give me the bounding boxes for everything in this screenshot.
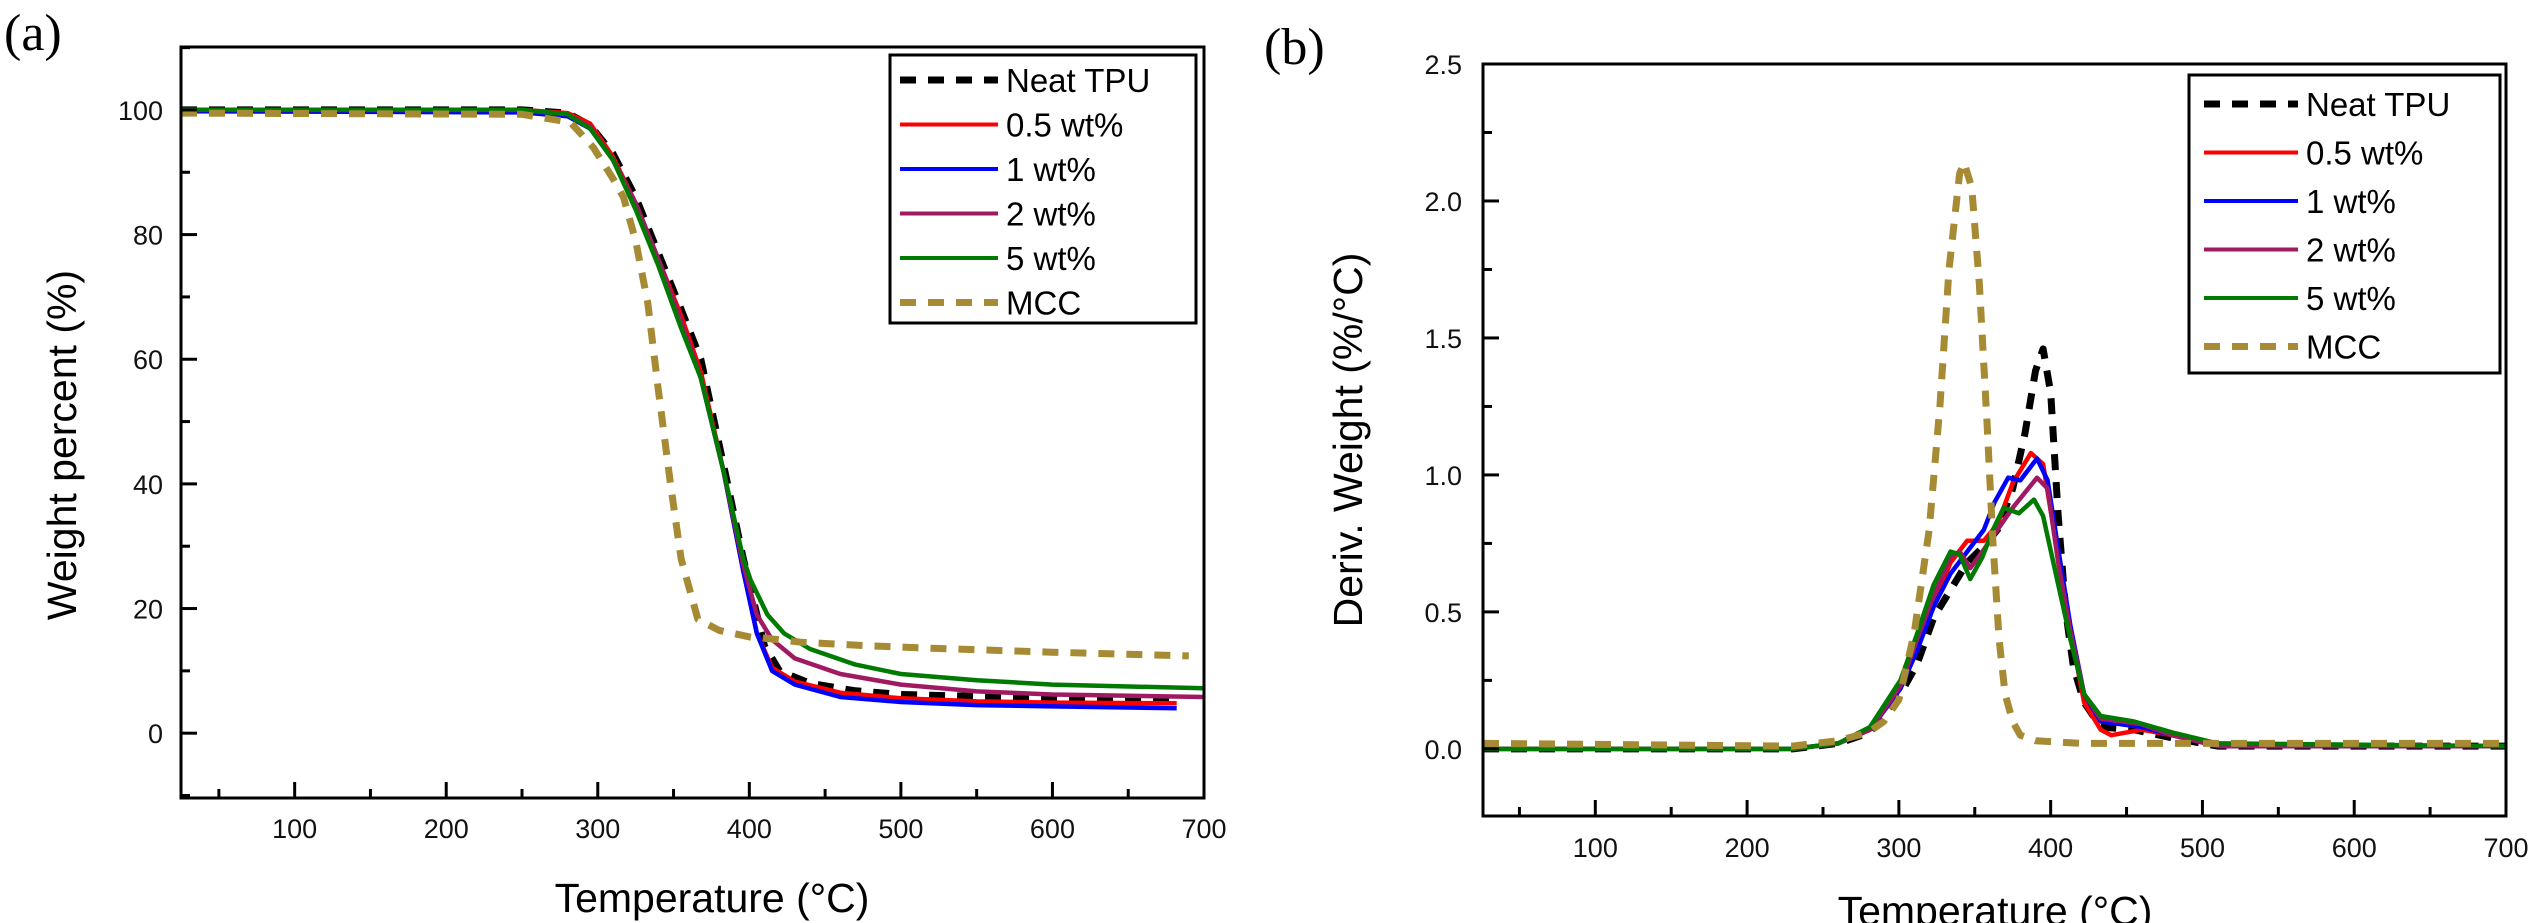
legend-item: 5 wt% (900, 240, 1096, 277)
legend-label: 2 wt% (1006, 196, 1096, 233)
x-tick-label: 300 (1876, 833, 1921, 863)
series-line-5-wt- (1483, 497, 2506, 752)
x-tick-label: 400 (727, 814, 772, 844)
x-tick-label: 200 (424, 814, 469, 844)
legend-item: MCC (2204, 329, 2381, 366)
series-line-mcc (1483, 159, 2506, 750)
panel-a-label: (a) (4, 5, 62, 62)
x-tick-label: 500 (2180, 833, 2225, 863)
y-tick-label: 100 (118, 96, 163, 126)
panel-a-series (181, 106, 1204, 711)
legend-item: 2 wt% (900, 196, 1096, 233)
series-line-5-wt- (181, 107, 1204, 691)
panel-b-dtg-chart: (b) 100 200 300 400 500 600 700 0.0 0.5 1.0 1.5 2.0… (1264, 19, 2529, 923)
legend-item: 0.5 wt% (900, 107, 1123, 144)
legend-label: MCC (2306, 329, 2381, 366)
legend-item: 5 wt% (2204, 280, 2396, 317)
series-line-1-wt- (1483, 456, 2506, 752)
y-tick-label: 0 (148, 719, 163, 749)
legend-label: 5 wt% (1006, 240, 1096, 277)
panel-b-ticks: 100 200 300 400 500 600 700 0.0 0.5 1.0 1.5 2.0 2.5 (1424, 50, 2528, 863)
legend-item: MCC (900, 285, 1081, 322)
panel-a-x-axis-label: Temperature (°C) (555, 875, 870, 921)
y-tick-label: 80 (133, 221, 163, 251)
legend-item: 1 wt% (2204, 183, 2396, 220)
x-tick-label: 100 (1573, 833, 1618, 863)
panel-b-legend-box (2187, 73, 2502, 375)
panel-a-ticks: 100 200 300 400 500 600 700 0 20 40 60 80 100 (118, 46, 1227, 844)
x-tick-label: 300 (575, 814, 620, 844)
y-tick-label: 0.0 (1424, 735, 1462, 765)
legend-item: Neat TPU (900, 62, 1150, 99)
x-tick-label: 600 (2332, 833, 2377, 863)
panel-a-tga-chart: (a) 100 200 300 400 500 600 700 0 20 40 60 80 100 Te… (4, 5, 1227, 921)
series-line-2-wt- (1483, 475, 2506, 752)
x-tick-label: 700 (1181, 814, 1226, 844)
series-line-mcc (181, 109, 1189, 660)
x-tick-label: 200 (1725, 833, 1770, 863)
panel-b-series (1483, 159, 2506, 753)
legend-label: 5 wt% (2306, 280, 2396, 317)
legend-item: 2 wt% (2204, 232, 2396, 269)
panel-a-legend-box (888, 53, 1198, 325)
y-tick-label: 1.0 (1424, 461, 1462, 491)
panel-b-y-axis-label: Deriv. Weight (%/°C) (1325, 253, 1371, 628)
legend-label: 1 wt% (2306, 183, 2396, 220)
x-tick-label: 700 (2483, 833, 2528, 863)
y-tick-label: 20 (133, 595, 163, 625)
panel-b-x-axis-label: Temperature (°C) (1838, 888, 2153, 923)
legend-item: 0.5 wt% (2204, 135, 2423, 172)
panel-a-y-axis-label: Weight percent (%) (39, 270, 85, 620)
y-tick-label: 2.5 (1424, 50, 1462, 80)
y-tick-label: 60 (133, 345, 163, 375)
legend-item: 1 wt% (900, 151, 1096, 188)
legend-item: Neat TPU (2204, 86, 2450, 123)
series-line-neat-tpu (1483, 345, 2506, 753)
y-tick-label: 1.5 (1424, 324, 1462, 354)
y-tick-label: 2.0 (1424, 187, 1462, 217)
x-tick-label: 100 (272, 814, 317, 844)
y-tick-label: 40 (133, 470, 163, 500)
x-tick-label: 400 (2028, 833, 2073, 863)
panel-b-legend: Neat TPU 0.5 wt% 1 wt% 2 wt% 5 wt% MCC (2187, 73, 2502, 375)
legend-label: 1 wt% (1006, 151, 1096, 188)
panel-a-legend: Neat TPU 0.5 wt% 1 wt% 2 wt% 5 wt% MCC (888, 53, 1198, 325)
legend-label: MCC (1006, 285, 1081, 322)
legend-label: 0.5 wt% (1006, 107, 1123, 144)
legend-label: Neat TPU (2306, 86, 2450, 123)
y-tick-label: 0.5 (1424, 598, 1462, 628)
legend-label: 0.5 wt% (2306, 135, 2423, 172)
legend-label: Neat TPU (1006, 62, 1150, 99)
panel-b-label: (b) (1264, 19, 1325, 76)
x-tick-label: 600 (1030, 814, 1075, 844)
x-tick-label: 500 (878, 814, 923, 844)
legend-label: 2 wt% (2306, 232, 2396, 269)
panel-b-plot-frame (1481, 62, 2508, 818)
